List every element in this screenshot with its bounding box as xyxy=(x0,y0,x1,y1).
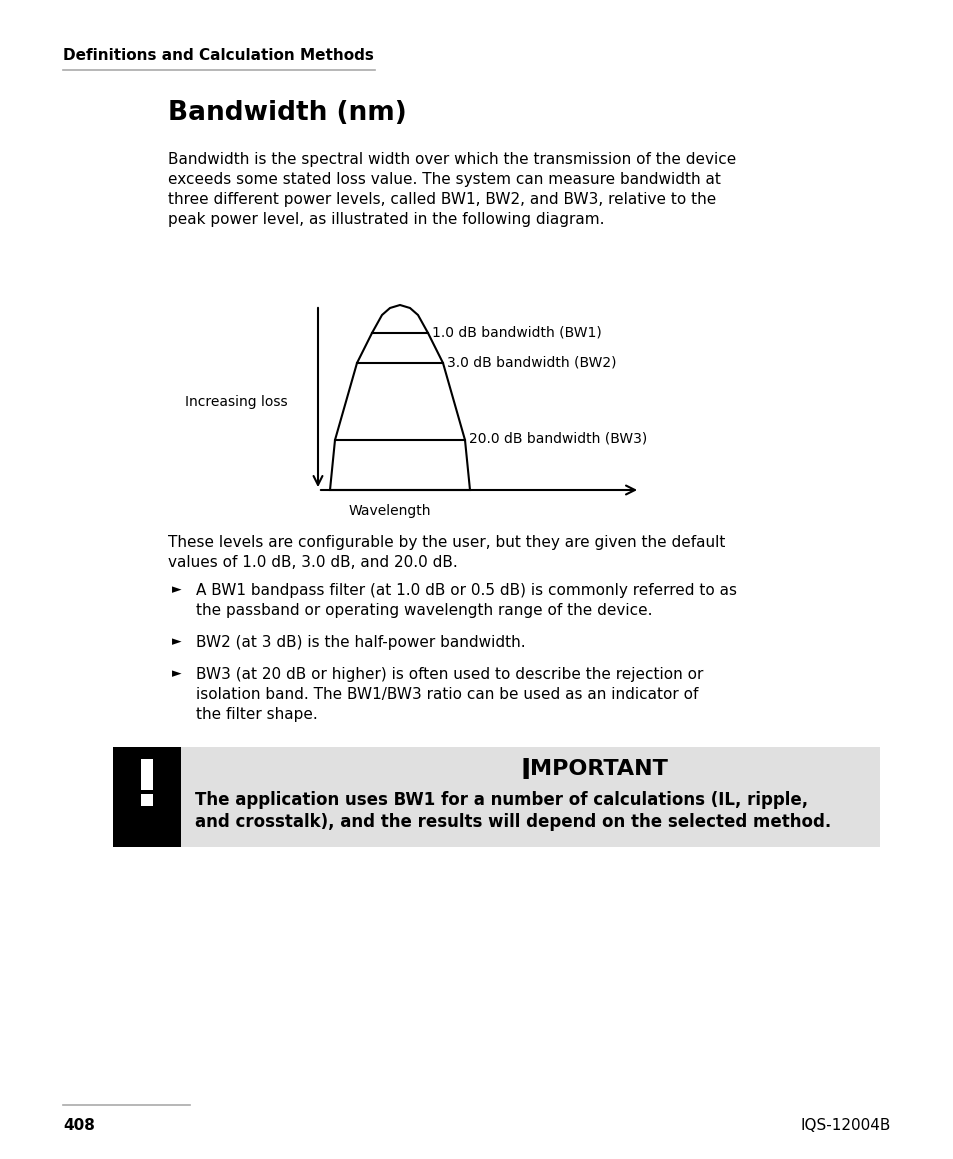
Bar xyxy=(112,748,181,847)
Text: exceeds some stated loss value. The system can measure bandwidth at: exceeds some stated loss value. The syst… xyxy=(168,172,720,187)
Text: MPORTANT: MPORTANT xyxy=(530,759,668,779)
Text: 408: 408 xyxy=(63,1118,94,1134)
Text: These levels are configurable by the user, but they are given the default: These levels are configurable by the use… xyxy=(168,535,724,551)
Bar xyxy=(141,759,152,790)
Text: the filter shape.: the filter shape. xyxy=(195,707,317,722)
Text: values of 1.0 dB, 3.0 dB, and 20.0 dB.: values of 1.0 dB, 3.0 dB, and 20.0 dB. xyxy=(168,555,457,570)
Text: IQS-12004B: IQS-12004B xyxy=(800,1118,890,1134)
Text: 1.0 dB bandwidth (BW1): 1.0 dB bandwidth (BW1) xyxy=(432,325,601,338)
Text: BW3 (at 20 dB or higher) is often used to describe the rejection or: BW3 (at 20 dB or higher) is often used t… xyxy=(195,666,702,681)
Text: Increasing loss: Increasing loss xyxy=(185,395,287,409)
Text: I: I xyxy=(519,757,530,785)
Text: three different power levels, called BW1, BW2, and BW3, relative to the: three different power levels, called BW1… xyxy=(168,192,716,207)
Bar xyxy=(141,794,152,807)
Text: A BW1 bandpass filter (at 1.0 dB or 0.5 dB) is commonly referred to as: A BW1 bandpass filter (at 1.0 dB or 0.5 … xyxy=(195,583,737,598)
Text: Bandwidth is the spectral width over which the transmission of the device: Bandwidth is the spectral width over whi… xyxy=(168,152,736,167)
Text: peak power level, as illustrated in the following diagram.: peak power level, as illustrated in the … xyxy=(168,212,604,227)
Text: isolation band. The BW1/BW3 ratio can be used as an indicator of: isolation band. The BW1/BW3 ratio can be… xyxy=(195,687,698,702)
Bar xyxy=(181,748,879,847)
Text: BW2 (at 3 dB) is the half-power bandwidth.: BW2 (at 3 dB) is the half-power bandwidt… xyxy=(195,635,525,650)
Text: Definitions and Calculation Methods: Definitions and Calculation Methods xyxy=(63,48,374,63)
Text: ►: ► xyxy=(172,666,181,680)
Text: The application uses BW1 for a number of calculations (IL, ripple,: The application uses BW1 for a number of… xyxy=(194,790,807,809)
Text: the passband or operating wavelength range of the device.: the passband or operating wavelength ran… xyxy=(195,603,652,618)
Text: Bandwidth (nm): Bandwidth (nm) xyxy=(168,100,406,126)
Text: Wavelength: Wavelength xyxy=(349,504,431,518)
Text: 20.0 dB bandwidth (BW3): 20.0 dB bandwidth (BW3) xyxy=(469,432,646,446)
Text: ►: ► xyxy=(172,635,181,648)
Text: ►: ► xyxy=(172,583,181,596)
Text: and crosstalk), and the results will depend on the selected method.: and crosstalk), and the results will dep… xyxy=(194,812,830,831)
Text: 3.0 dB bandwidth (BW2): 3.0 dB bandwidth (BW2) xyxy=(447,355,616,369)
